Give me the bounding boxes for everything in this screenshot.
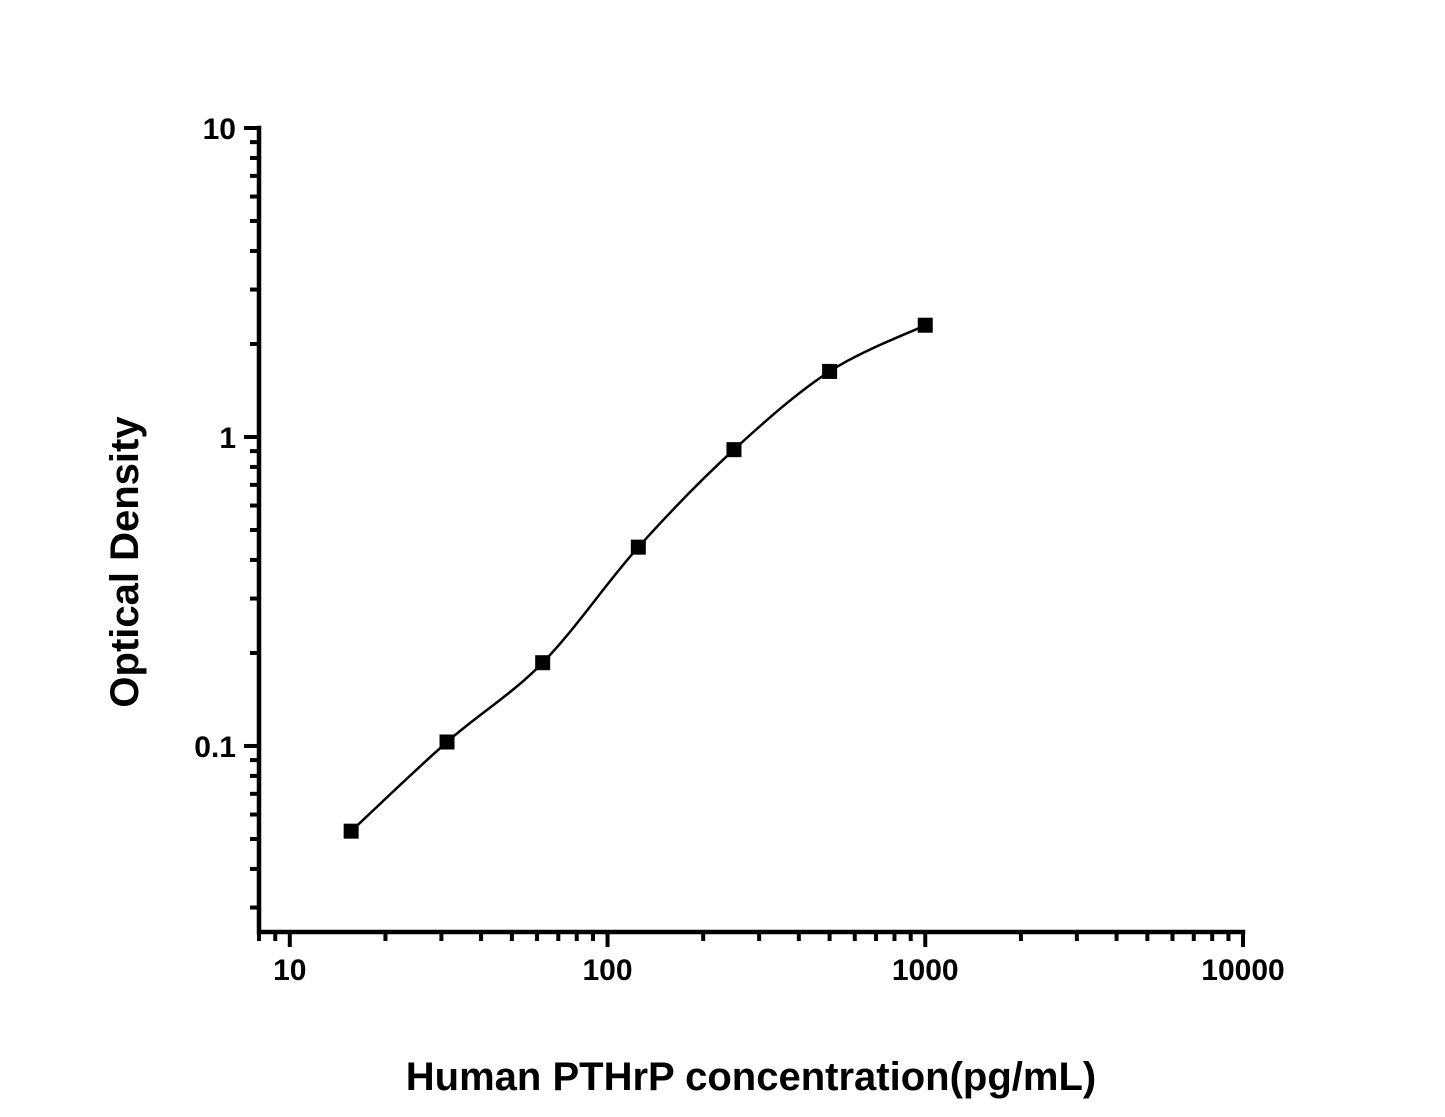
x-tick-label: 1000: [892, 954, 959, 987]
x-axis-ticks: [257, 932, 1245, 947]
data-point-marker: [630, 539, 646, 555]
x-tick-label: 10: [273, 954, 306, 987]
data-point-marker: [726, 442, 742, 458]
y-axis-tick-labels: 10 1 0.1: [194, 113, 236, 764]
y-axis-ticks: [244, 126, 259, 910]
data-point-markers: [343, 317, 933, 839]
y-tick-label: 10: [203, 113, 236, 146]
data-point-marker: [343, 823, 359, 839]
x-axis-title: Human PTHrP concentration(pg/mL): [406, 1055, 1096, 1099]
axis-frame: [256, 125, 1246, 935]
x-tick-label: 10000: [1201, 954, 1284, 987]
data-point-marker: [439, 734, 455, 750]
data-point-marker: [822, 363, 838, 379]
y-axis-title: Optical Density: [103, 416, 147, 708]
x-axis-tick-labels: 10 100 1000 10000: [273, 954, 1285, 987]
y-tick-label: 0.1: [194, 731, 236, 764]
y-tick-label: 1: [219, 422, 236, 455]
data-point-marker: [535, 655, 551, 671]
data-point-marker: [917, 317, 933, 333]
fitted-curve-line: [350, 324, 926, 833]
data-series: [343, 317, 933, 839]
x-tick-label: 100: [582, 954, 632, 987]
axes: 10 100 1000 10000 10 1 0.1: [194, 113, 1284, 987]
